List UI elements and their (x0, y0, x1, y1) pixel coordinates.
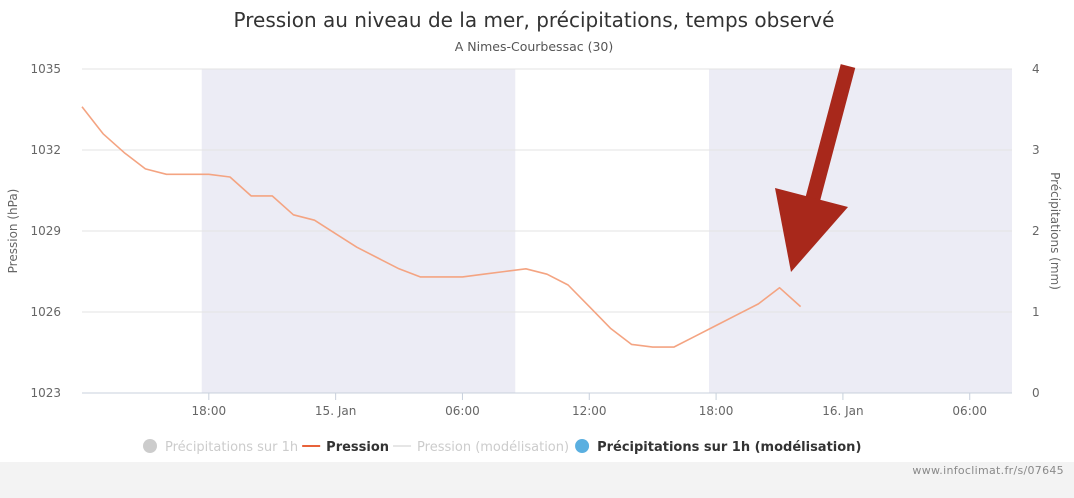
x-tick-label: 15. Jan (315, 404, 356, 418)
series-line-pression (81, 106, 802, 348)
y-tick-label: 1023 (30, 386, 61, 400)
legend-label: Précipitations sur 1h (165, 440, 298, 455)
y2-tick-label: 4 (1032, 62, 1040, 76)
legend-label: Pression (modélisation) (417, 440, 569, 455)
legend-label: Pression (326, 440, 389, 455)
x-tick-label: 18:00 (192, 404, 227, 418)
y2-tick-label: 0 (1032, 386, 1040, 400)
y-tick-label: 1029 (30, 224, 61, 238)
legend-item-2[interactable]: Pression (302, 440, 389, 455)
legend-item-3[interactable]: Pression (modélisation) (393, 440, 569, 455)
x-tick-label: 06:00 (445, 404, 480, 418)
y2-axis-label: Précipitations (mm) (1048, 172, 1062, 290)
footer-band (0, 462, 1074, 498)
legend-item-1[interactable]: Précipitations sur 1h (143, 439, 298, 455)
source-url[interactable]: www.infoclimat.fr/s/07645 (912, 464, 1064, 477)
annotation-arrow-shaft (804, 64, 856, 204)
y2-tick-label: 2 (1032, 224, 1040, 238)
legend-item-4[interactable]: Précipitations sur 1h (modélisation) (575, 439, 861, 455)
legend-dot-symbol (143, 439, 157, 453)
chart-subtitle: A Nimes-Courbessac (30) (455, 39, 614, 54)
chart-title: Pression au niveau de la mer, précipitat… (234, 8, 835, 32)
legend-dot-symbol (575, 439, 590, 453)
y-axis-label: Pression (hPa) (6, 189, 20, 274)
y-tick-label: 1026 (30, 305, 61, 319)
legend-label: Précipitations sur 1h (modélisation) (597, 440, 861, 455)
y2-tick-label: 1 (1032, 305, 1040, 319)
y2-tick-label: 3 (1032, 143, 1040, 157)
annotation-arrow-head (775, 188, 848, 272)
x-tick-label: 12:00 (572, 404, 607, 418)
x-tick-label: 06:00 (952, 404, 987, 418)
x-tick-label: 16. Jan (822, 404, 863, 418)
y-tick-label: 1032 (30, 143, 61, 157)
y-tick-label: 1035 (30, 62, 61, 76)
x-tick-label: 18:00 (699, 404, 734, 418)
